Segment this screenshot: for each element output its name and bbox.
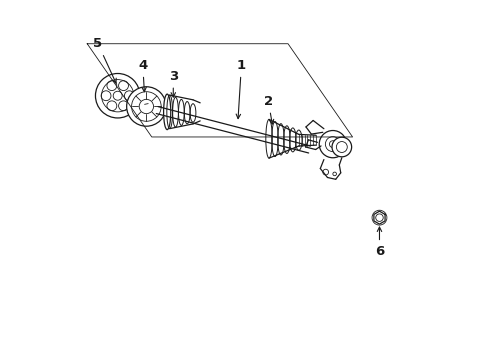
Circle shape <box>319 131 346 158</box>
Text: 6: 6 <box>375 227 384 258</box>
Text: 4: 4 <box>138 59 147 92</box>
Ellipse shape <box>164 94 171 130</box>
Text: 3: 3 <box>169 69 178 97</box>
Circle shape <box>126 87 166 126</box>
Text: 1: 1 <box>236 59 246 118</box>
Text: 5: 5 <box>94 37 116 83</box>
Text: 2: 2 <box>264 95 274 124</box>
Circle shape <box>332 137 352 157</box>
